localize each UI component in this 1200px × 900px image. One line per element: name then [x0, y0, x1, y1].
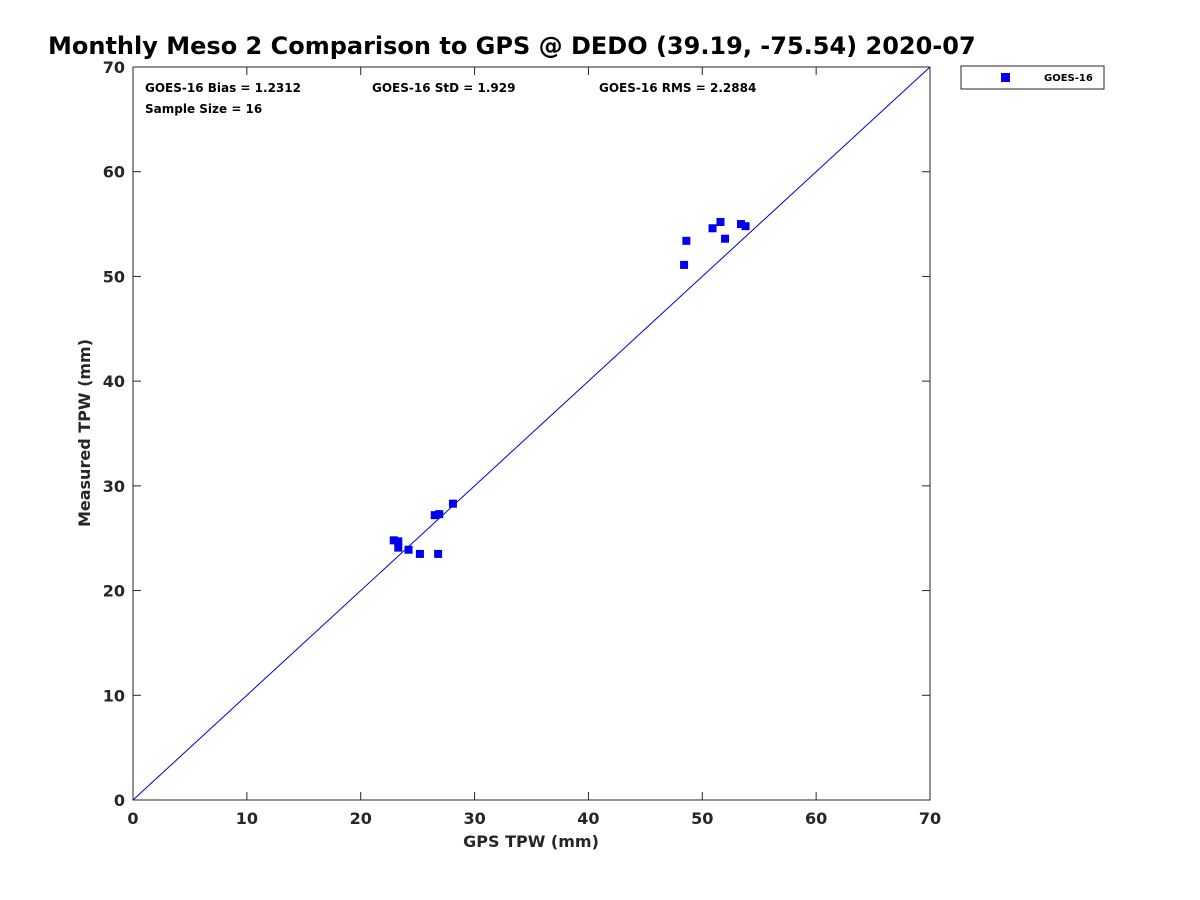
y-tick-label: 50 — [103, 267, 125, 286]
data-point-goes16 — [434, 549, 443, 558]
sample-size-stat: Sample Size = 16 — [145, 102, 262, 116]
data-point-goes16 — [721, 234, 730, 243]
data-point-goes16 — [716, 217, 725, 226]
legend: GOES-16 — [960, 65, 1105, 90]
data-point-goes16 — [682, 236, 691, 245]
legend-marker-goes16 — [1001, 73, 1010, 82]
data-point-goes16 — [680, 260, 689, 269]
x-tick-label: 40 — [577, 809, 599, 828]
y-axis-label: Measured TPW (mm) — [75, 339, 94, 527]
y-axis-ticks: 0 10 20 30 40 50 60 70 — [103, 58, 930, 810]
data-points — [389, 217, 750, 558]
y-tick-label: 30 — [103, 477, 125, 496]
x-tick-label: 70 — [919, 809, 941, 828]
x-axis-ticks: 0 10 20 30 40 50 60 70 — [127, 67, 941, 828]
data-point-goes16 — [435, 510, 444, 519]
data-point-goes16 — [448, 499, 457, 508]
x-tick-label: 30 — [463, 809, 485, 828]
data-point-goes16 — [394, 543, 403, 552]
y-tick-label: 0 — [114, 791, 125, 810]
x-axis-label: GPS TPW (mm) — [463, 832, 599, 851]
y-tick-label: 60 — [103, 163, 125, 182]
data-point-goes16 — [708, 224, 717, 233]
data-point-goes16 — [741, 222, 750, 231]
legend-label-goes16: GOES-16 — [1044, 73, 1093, 84]
rms-stat: GOES-16 RMS = 2.2884 — [599, 81, 756, 95]
y-tick-label: 20 — [103, 582, 125, 601]
legend-box — [960, 65, 1105, 90]
y-tick-label: 40 — [103, 372, 125, 391]
one-to-one-reference-line — [132, 66, 931, 801]
data-point-goes16 — [430, 511, 439, 520]
plot-area — [132, 66, 931, 801]
std-stat: GOES-16 StD = 1.929 — [372, 81, 515, 95]
x-tick-label: 10 — [236, 809, 258, 828]
x-tick-label: 60 — [805, 809, 827, 828]
data-point-goes16 — [404, 545, 413, 554]
data-point-goes16 — [415, 549, 424, 558]
data-point-goes16 — [394, 537, 403, 546]
chart-title: Monthly Meso 2 Comparison to GPS @ DEDO … — [48, 32, 976, 60]
y-tick-label: 70 — [103, 58, 125, 77]
y-tick-label: 10 — [103, 686, 125, 705]
x-tick-label: 20 — [350, 809, 372, 828]
x-tick-label: 0 — [127, 809, 138, 828]
data-point-goes16 — [736, 220, 745, 229]
x-tick-label: 50 — [691, 809, 713, 828]
data-point-goes16 — [389, 536, 398, 545]
bias-stat: GOES-16 Bias = 1.2312 — [145, 81, 301, 95]
